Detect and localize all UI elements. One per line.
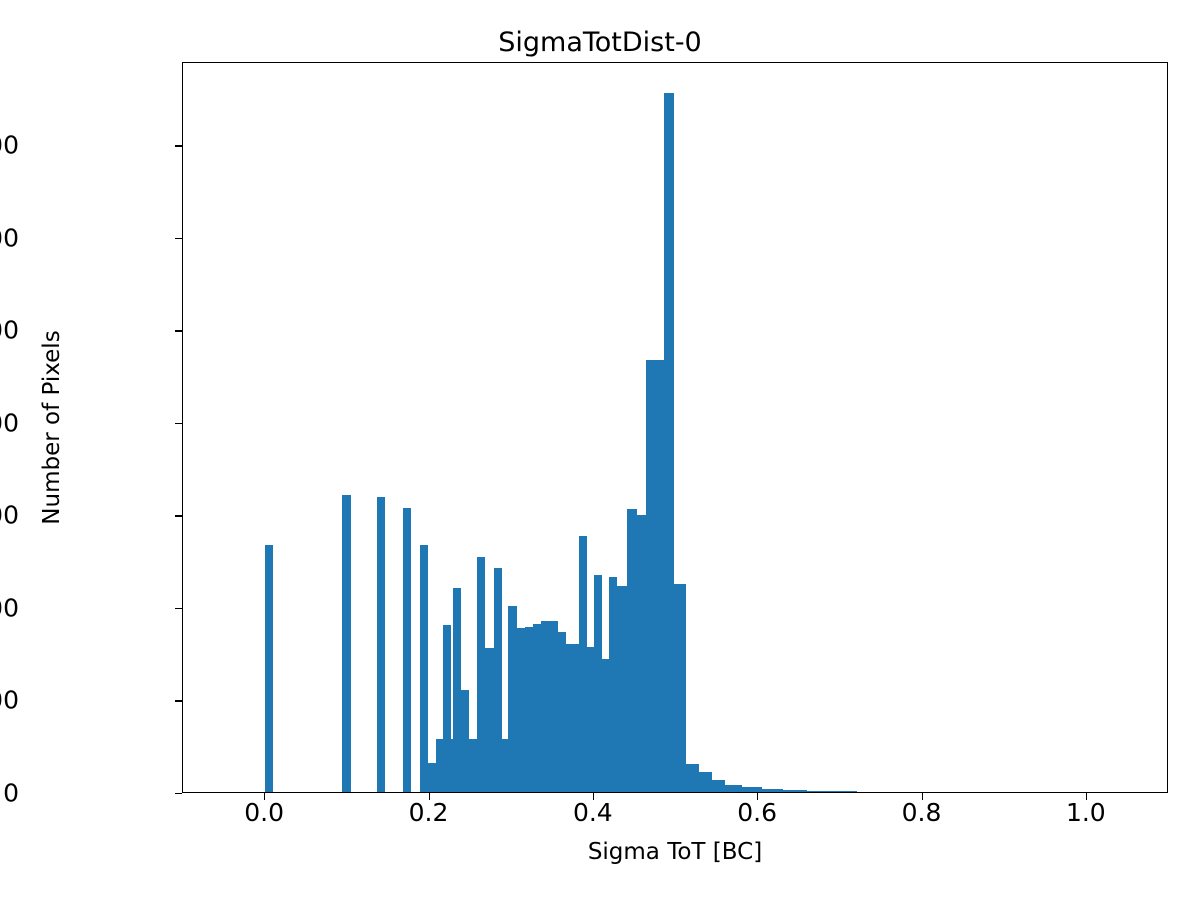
histogram-bar: [832, 791, 857, 792]
x-tick-mark: [921, 793, 923, 800]
plot-axes: [182, 62, 1168, 793]
x-tick-mark: [428, 793, 430, 800]
histogram-bar: [782, 790, 808, 792]
plot-area: [183, 63, 1167, 792]
x-tick-label: 1.0: [1065, 798, 1106, 827]
x-tick-label: 0.4: [572, 798, 613, 827]
histogram-bar: [419, 545, 428, 792]
y-tick-mark: [175, 515, 182, 517]
histogram-bar: [646, 359, 665, 792]
histogram-bar: [524, 627, 534, 792]
y-tick-mark: [175, 237, 182, 240]
histogram-bar: [712, 780, 726, 792]
x-tick-label: 0.8: [901, 798, 942, 827]
histogram-bar: [699, 772, 713, 792]
histogram-bar: [608, 576, 617, 792]
histogram-bar: [460, 690, 469, 792]
histogram-bar: [265, 545, 274, 792]
y-tick-mark: [175, 700, 182, 702]
x-tick-mark: [1085, 793, 1088, 800]
histogram-bar: [508, 606, 517, 792]
histogram-bar: [557, 632, 566, 792]
histogram-bar: [602, 658, 609, 792]
histogram-bar: [533, 623, 542, 792]
histogram-bar: [442, 624, 451, 792]
y-tick-label: 4000: [0, 593, 19, 623]
histogram-bar: [549, 621, 558, 792]
histogram-bar: [493, 568, 502, 792]
histogram-bar: [741, 787, 763, 792]
histogram-bar: [762, 789, 783, 792]
y-tick-mark: [175, 422, 182, 425]
histogram-bar: [685, 764, 699, 792]
chart-title: SigmaTotDist-0: [498, 27, 702, 58]
y-tick-label: 0: [3, 778, 19, 808]
y-axis-label: Number of Pixels: [39, 330, 65, 525]
y-tick-label: 6000: [0, 500, 19, 530]
histogram-bar: [674, 583, 686, 792]
histogram-bars: [183, 63, 1167, 792]
histogram-bar: [376, 497, 386, 792]
histogram-bar: [516, 627, 525, 792]
y-tick-label: 2000: [0, 685, 19, 715]
histogram-bar: [452, 588, 461, 792]
x-axis-label: Sigma ToT [BC]: [587, 839, 763, 865]
histogram-bar: [579, 535, 588, 792]
y-tick-label: 12000: [0, 223, 19, 253]
histogram-bar: [626, 509, 637, 792]
y-tick-mark: [175, 607, 182, 610]
histogram-bar: [616, 586, 627, 792]
histogram-bar: [342, 494, 351, 792]
histogram-bar: [593, 574, 603, 792]
histogram-bar: [636, 515, 647, 792]
y-tick-mark: [175, 793, 182, 795]
x-tick-mark: [264, 793, 266, 800]
x-tick-label: 0.0: [244, 798, 285, 827]
histogram-bar: [725, 784, 742, 792]
y-tick-label: 10000: [0, 315, 19, 345]
histogram-bar: [427, 762, 437, 792]
y-tick-label: 14000: [0, 130, 19, 160]
histogram-bar: [403, 507, 412, 792]
x-tick-mark: [757, 793, 759, 800]
y-tick-mark: [175, 145, 182, 147]
x-tick-label: 0.2: [408, 798, 449, 827]
histogram-bar: [664, 93, 675, 792]
y-tick-label: 8000: [0, 408, 19, 438]
histogram-bar: [477, 556, 486, 792]
x-tick-mark: [592, 793, 595, 800]
histogram-bar: [565, 643, 580, 792]
histogram-bar: [587, 647, 594, 792]
histogram-bar: [541, 620, 550, 792]
histogram-bar: [807, 790, 833, 792]
x-tick-label: 0.6: [737, 798, 778, 827]
y-tick-mark: [175, 330, 182, 332]
histogram-bar: [485, 648, 494, 792]
